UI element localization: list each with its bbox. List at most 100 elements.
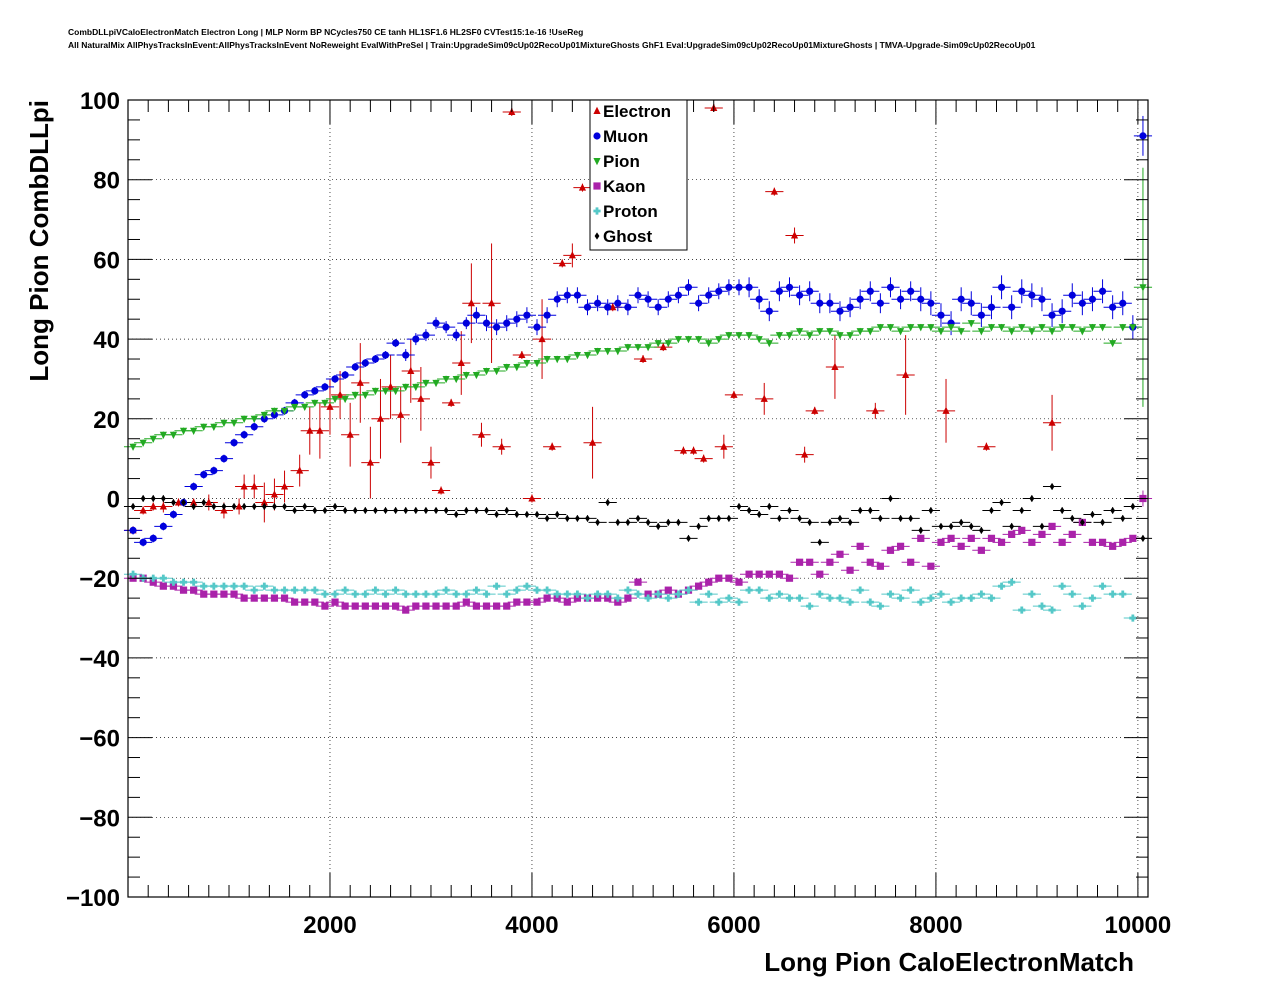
muon-point bbox=[876, 299, 884, 307]
ghost-point bbox=[221, 502, 227, 511]
pion-point bbox=[250, 415, 258, 423]
kaon-point bbox=[765, 570, 773, 578]
pion-point bbox=[270, 407, 279, 416]
ghost-point bbox=[948, 522, 954, 530]
muon-point bbox=[493, 323, 501, 331]
pion-point bbox=[220, 419, 228, 427]
muon-point bbox=[169, 510, 178, 519]
muon-point bbox=[210, 467, 218, 475]
electron-point bbox=[578, 183, 587, 191]
ghost-point bbox=[989, 506, 994, 515]
ghost-point bbox=[191, 502, 197, 511]
proton-point bbox=[594, 590, 602, 598]
pion-point bbox=[351, 391, 359, 400]
pion-point bbox=[705, 340, 713, 348]
y-tick-label: −60 bbox=[79, 726, 120, 753]
kaon-point bbox=[876, 562, 884, 570]
electron-point bbox=[376, 414, 385, 422]
proton-point bbox=[301, 586, 309, 594]
pion-point bbox=[755, 336, 763, 344]
kaon-point bbox=[351, 602, 359, 610]
ghost-point bbox=[807, 518, 813, 527]
proton-point bbox=[674, 590, 682, 598]
pion-point bbox=[1078, 328, 1086, 336]
kaon-point bbox=[503, 602, 511, 610]
kaon-point bbox=[594, 594, 602, 602]
pion-point bbox=[230, 419, 238, 427]
proton-point bbox=[351, 590, 359, 598]
pion-point bbox=[543, 356, 551, 364]
pion-point bbox=[1098, 324, 1107, 332]
pion-point bbox=[472, 371, 481, 380]
pion-point bbox=[149, 435, 157, 443]
ghost-point bbox=[1130, 502, 1136, 511]
muon-point bbox=[725, 283, 733, 291]
pion-point bbox=[462, 371, 470, 380]
kaon-point bbox=[200, 590, 208, 598]
kaon-point bbox=[402, 606, 410, 614]
muon-point bbox=[371, 355, 380, 363]
data-markers bbox=[129, 103, 1147, 622]
kaon-point bbox=[886, 546, 895, 554]
kaon-point bbox=[1058, 538, 1066, 546]
muon-point bbox=[159, 522, 167, 530]
kaon-point bbox=[260, 594, 268, 602]
ghost-point bbox=[403, 506, 409, 515]
kaon-point bbox=[1098, 538, 1107, 546]
pion-point bbox=[402, 383, 410, 392]
electron-point bbox=[538, 334, 546, 343]
electron-point bbox=[831, 362, 839, 370]
kaon-point bbox=[553, 594, 561, 602]
header-title-line-1: CombDLLpiVCaloElectronMatch Electron Lon… bbox=[68, 27, 584, 37]
electron-point bbox=[437, 486, 445, 494]
kaon-point bbox=[513, 598, 521, 606]
electron-point bbox=[467, 299, 475, 307]
kaon-point bbox=[1048, 522, 1056, 530]
proton-point bbox=[826, 594, 834, 602]
kaon-point bbox=[1038, 530, 1046, 538]
pion-point bbox=[826, 328, 834, 336]
electron-point bbox=[689, 446, 698, 454]
muon-point bbox=[604, 303, 612, 311]
ghost-point bbox=[1079, 518, 1085, 527]
axis-ticks bbox=[128, 99, 1148, 898]
pion-point bbox=[836, 332, 844, 340]
proton-point bbox=[503, 590, 511, 598]
proton-point bbox=[432, 590, 440, 598]
proton-point bbox=[866, 598, 874, 606]
muon-point bbox=[1038, 295, 1046, 303]
legend-label-ghost: Ghost bbox=[603, 227, 652, 246]
ghost-point bbox=[1090, 510, 1095, 519]
proton-point bbox=[937, 590, 945, 598]
muon-point bbox=[392, 339, 400, 347]
ghost-point bbox=[706, 514, 712, 523]
kaon-point bbox=[1119, 538, 1127, 546]
kaon-point bbox=[907, 558, 915, 566]
pion-point bbox=[856, 328, 864, 336]
ghost-point bbox=[362, 506, 368, 515]
pion-point bbox=[1139, 284, 1147, 292]
ghost-point bbox=[595, 518, 601, 527]
electron-point bbox=[790, 231, 799, 239]
pion-point bbox=[604, 348, 612, 356]
electron-point bbox=[397, 410, 405, 418]
kaon-point bbox=[1018, 526, 1026, 534]
muon-point bbox=[422, 331, 430, 339]
electron-point bbox=[250, 482, 258, 490]
pion-point bbox=[947, 324, 955, 332]
y-tick-label: −80 bbox=[79, 805, 120, 832]
proton-point bbox=[412, 590, 420, 598]
ghost-point bbox=[453, 510, 459, 519]
electron-point bbox=[1048, 418, 1056, 426]
proton-point bbox=[200, 582, 208, 590]
pion-point bbox=[1058, 324, 1066, 332]
kaon-point bbox=[826, 558, 834, 566]
electron-point bbox=[760, 394, 768, 402]
proton-point bbox=[947, 598, 955, 606]
electron-point bbox=[659, 342, 667, 351]
pion-point bbox=[997, 324, 1006, 332]
ghost-point bbox=[615, 518, 621, 527]
pion-point bbox=[1088, 324, 1097, 332]
kaon-point bbox=[664, 586, 672, 594]
proton-point bbox=[705, 590, 713, 598]
